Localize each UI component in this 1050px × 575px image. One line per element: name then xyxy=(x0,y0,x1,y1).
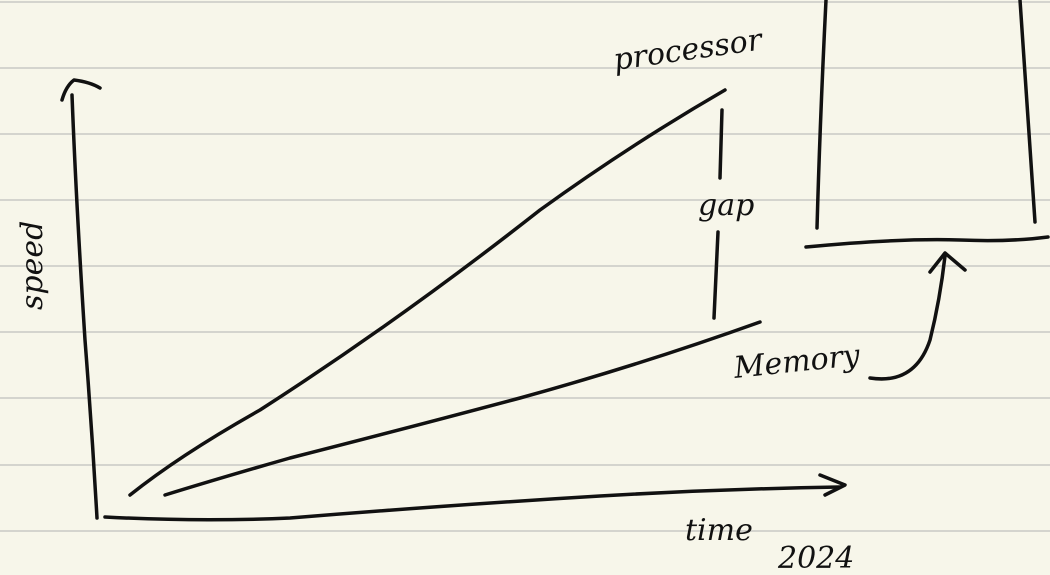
gap-label: gap xyxy=(698,188,754,223)
time-label: time xyxy=(685,513,753,548)
year-label: 2024 xyxy=(777,541,854,575)
speed-label: speed xyxy=(15,221,50,310)
gap-line-top xyxy=(720,110,722,178)
page: processor speed gap Memory time 2024 (()… xyxy=(0,0,1050,575)
paper xyxy=(0,0,1050,575)
note-page: processor speed gap Memory time 2024 xyxy=(0,0,1050,575)
